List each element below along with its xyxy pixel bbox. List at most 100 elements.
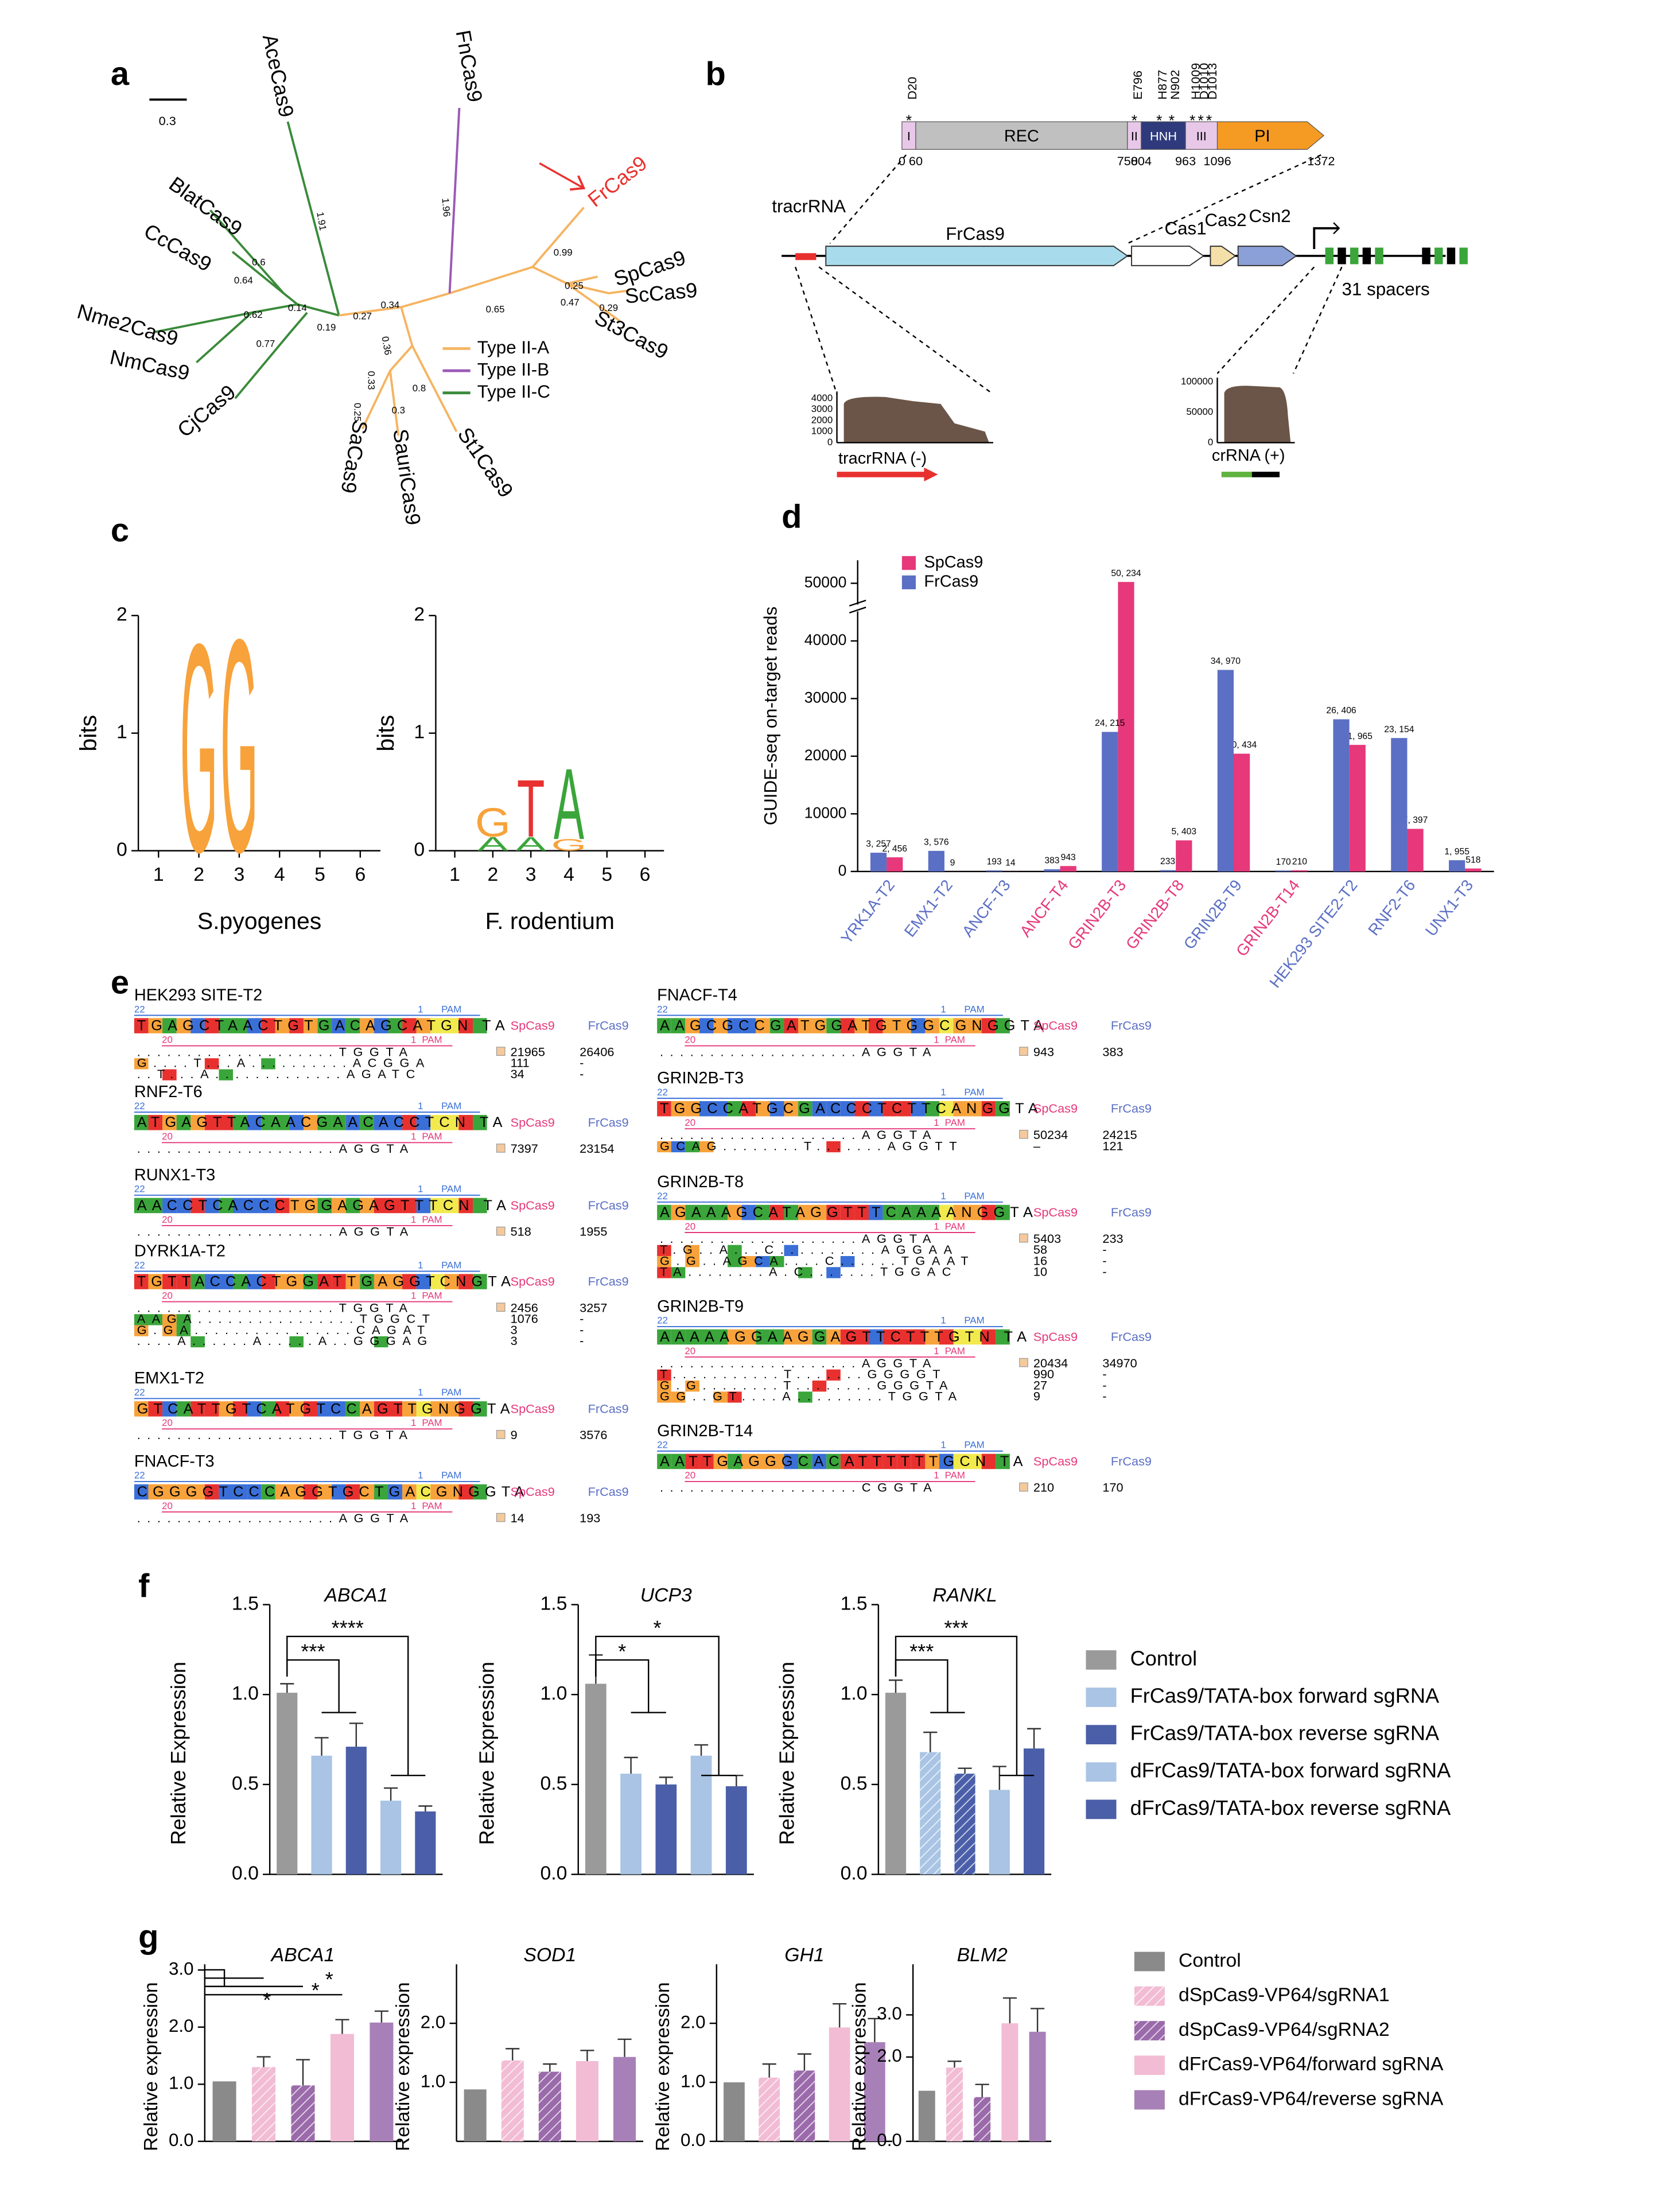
y-axis-label: Relative expression — [392, 1982, 414, 2151]
y-tick-label: 0.5 — [541, 1772, 567, 1794]
logo-letter: G — [180, 582, 218, 914]
legend-swatch — [1134, 1952, 1165, 1972]
panel-label: c — [111, 512, 129, 549]
index-label: 20 — [162, 1417, 173, 1428]
y-tick-label: 2000 — [811, 414, 833, 425]
legend-label: FrCas9/TATA-box reverse sgRNA — [1130, 1721, 1440, 1745]
domain-label: II — [1131, 129, 1138, 143]
index-label: 1 — [418, 1470, 423, 1481]
bar — [464, 2089, 487, 2141]
x-tick-label: GRIN2B-T8 — [1122, 876, 1188, 953]
sample-swatch — [1020, 1047, 1028, 1055]
y-tick-label: 0.0 — [232, 1863, 259, 1884]
spacer — [1422, 248, 1430, 265]
read-sequence: ....................TGGTA — [137, 1428, 414, 1442]
bar — [829, 2027, 850, 2141]
significance-label: **** — [332, 1616, 364, 1639]
branch-label: 0.8 — [413, 383, 426, 394]
sample-swatch — [497, 1047, 505, 1055]
index-label: 22 — [134, 1470, 145, 1481]
x-tick-label: 6 — [355, 864, 366, 885]
position-label: 1096 — [1203, 154, 1231, 168]
residue-star: * — [1189, 112, 1195, 129]
frcas9-count: 193 — [580, 1511, 600, 1525]
frcas9-label: FrCas9 — [1111, 1205, 1152, 1219]
legend-swatch — [902, 556, 916, 570]
frcas9-count: 1955 — [580, 1224, 607, 1239]
read-sequence: ....................AGGTA — [137, 1511, 415, 1525]
x-tick-label: 4 — [563, 864, 574, 885]
bar — [986, 870, 1002, 872]
alignment-title: EMX1-T2 — [134, 1369, 204, 1387]
sample-swatch — [497, 1303, 505, 1311]
y-axis-label: Relative Expression — [166, 1662, 190, 1845]
index-label: 1 — [940, 1440, 946, 1451]
x-tick-label: 5 — [601, 864, 612, 885]
residue-label: E796 — [1130, 71, 1145, 100]
y-tick-label: 0.0 — [681, 2130, 706, 2150]
branch-label: 0.34 — [380, 300, 399, 310]
spacer — [1459, 248, 1467, 265]
significance-label: * — [325, 1968, 333, 1991]
gene — [1210, 246, 1235, 266]
frcas9-count: - — [1102, 1265, 1106, 1279]
frcas9-label: FrCas9 — [1111, 1329, 1152, 1344]
bar — [311, 1756, 332, 1875]
chart-title: BLM2 — [957, 1944, 1008, 1966]
bar — [885, 1693, 906, 1875]
spcas9-label: SpCas9 — [1033, 1454, 1078, 1468]
bar — [1060, 866, 1076, 871]
bar — [620, 1774, 642, 1875]
frcas9-label: FrCas9 — [588, 1484, 629, 1499]
pam-label: PAM — [422, 1417, 442, 1428]
panel-label: e — [111, 965, 129, 1001]
bar — [989, 1790, 1010, 1874]
tree-leaf: AceCas9 — [258, 32, 299, 119]
index-label: 1 — [418, 1184, 423, 1195]
chart-title: ABCA1 — [270, 1944, 335, 1966]
legend-label: dSpCas9-VP64/sgRNA2 — [1179, 2019, 1390, 2040]
x-tick-label: 1 — [153, 864, 164, 885]
spacer — [1325, 248, 1334, 265]
alignment-title: RUNX1-T3 — [134, 1166, 215, 1184]
gene-label: Cas1 — [1164, 218, 1206, 238]
bar — [887, 857, 903, 872]
pam-label: PAM — [964, 1315, 984, 1326]
pam-label: PAM — [422, 1500, 442, 1511]
reference-sequence: CGGGGTCCCAGGTGCTGACGNGGTA — [137, 1484, 530, 1500]
branch — [235, 313, 307, 398]
gene — [795, 253, 816, 260]
tree-leaf: Nme2Cas9 — [75, 299, 181, 350]
index-label: 1 — [940, 1191, 946, 1202]
y-tick-label: 10000 — [804, 804, 847, 821]
bar — [502, 2061, 524, 2141]
bar — [1176, 841, 1192, 872]
bar — [380, 1801, 401, 1874]
y-tick-label: 0 — [1208, 437, 1213, 448]
y-tick-label: 2.0 — [877, 2046, 902, 2066]
value-label: 3, 257 — [866, 839, 891, 849]
panel-label: b — [706, 56, 726, 92]
bar — [1218, 670, 1234, 872]
x-tick-label: ANCF-T3 — [958, 876, 1013, 940]
read-sequence: TA........A.C.......TGGAC — [660, 1265, 958, 1279]
y-axis-label: GUIDE-seq on-target reads — [761, 607, 781, 825]
y-tick-label: 4000 — [811, 392, 833, 403]
tree-leaf: CjCas9 — [173, 380, 240, 442]
spcas9-label: SpCas9 — [1033, 1205, 1078, 1219]
residue-label: N902 — [1168, 70, 1182, 100]
index-label: 20 — [162, 1214, 173, 1225]
legend-swatch — [1086, 1688, 1116, 1707]
residue-star: * — [1206, 112, 1212, 129]
spcas9-label: SpCas9 — [511, 1484, 555, 1499]
gene — [1238, 246, 1296, 266]
bar — [870, 853, 887, 872]
alignment-title: FNACF-T3 — [134, 1452, 215, 1471]
significance-bracket — [596, 1636, 718, 1775]
reference-sequence: AGAAAGCATAGGTTTCAAAANGGTA — [660, 1204, 1038, 1220]
legend-swatch — [1134, 2055, 1165, 2075]
spcas9-label: SpCas9 — [511, 1018, 555, 1033]
tree-leaf: SauriCas9 — [388, 427, 425, 527]
gene-label: Cas2 — [1204, 210, 1246, 230]
